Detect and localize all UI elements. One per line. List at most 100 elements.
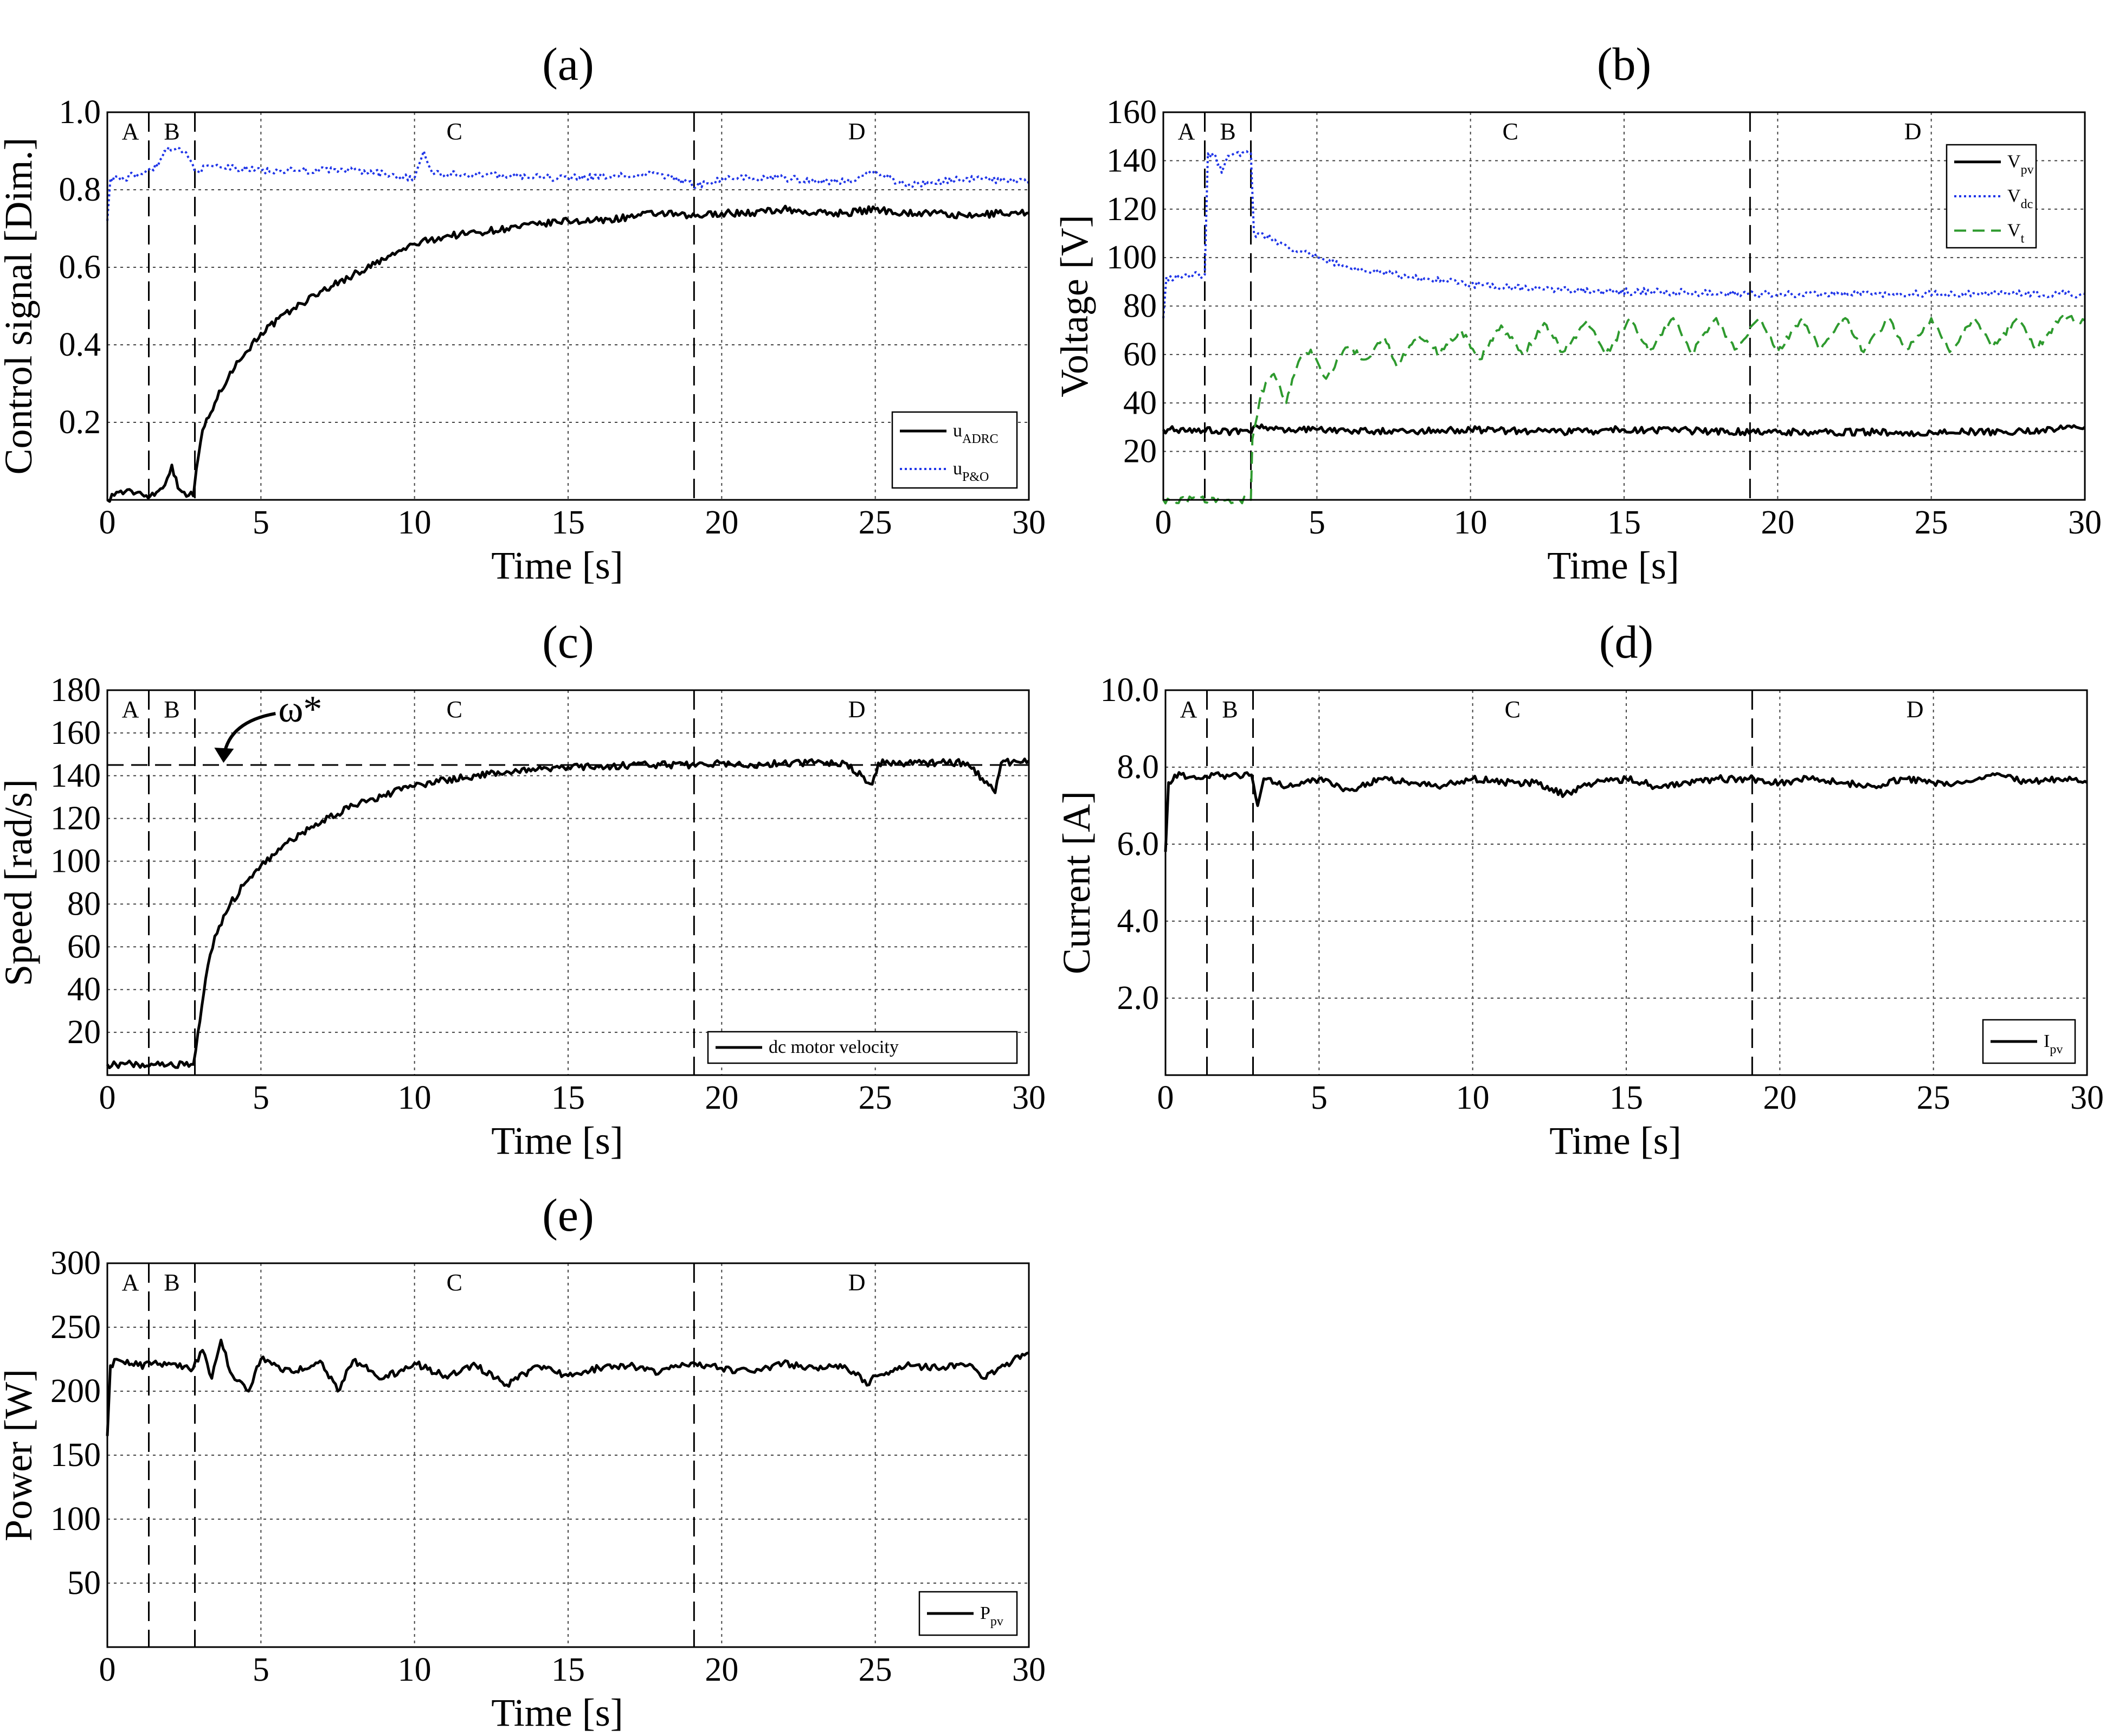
x-tick-label: 30 — [1012, 1079, 1046, 1116]
series-line-2 — [1162, 314, 2086, 505]
x-tick-label: 10 — [1456, 1079, 1490, 1116]
legend: uADRC uP&O — [891, 411, 1018, 489]
y-axis-label: Power [W] — [0, 1369, 40, 1541]
reference-label: ω* — [278, 689, 322, 730]
series-line-0 — [106, 204, 1029, 503]
series-line-1 — [106, 146, 1029, 221]
legend-entry: Ppv — [980, 1603, 1003, 1629]
x-tick-label: 10 — [398, 504, 431, 541]
legend-name: V — [2007, 186, 2021, 206]
x-tick-label: 5 — [1311, 1079, 1328, 1116]
x-tick-label: 20 — [705, 504, 738, 541]
x-axis-label: Time [s] — [1549, 1119, 1681, 1162]
chart-panel-e: (e) 0 5 10 15 20 25 30 50 100 150 200 250 300 A B C D Time… — [0, 1189, 1046, 1734]
x-tick-label: 20 — [705, 1079, 738, 1116]
y-tick-label: 6.0 — [1117, 826, 1160, 863]
x-tick-label: 10 — [398, 1079, 431, 1116]
panel-label: (d) — [1599, 616, 1653, 668]
legend-subscript: dc — [2021, 197, 2033, 211]
y-tick-label: 40 — [1123, 384, 1157, 421]
legend-subscript: ADRC — [962, 432, 999, 446]
y-axis-label: Current [A] — [1055, 791, 1098, 974]
region-label-A: A — [1180, 696, 1197, 723]
y-tick-label: 140 — [1106, 142, 1157, 179]
region-label-D: D — [1907, 696, 1924, 723]
region-label-C: C — [447, 118, 462, 145]
legend-entry: Ipv — [2044, 1031, 2063, 1057]
x-tick-label: 5 — [1309, 504, 1325, 541]
y-tick-label: 80 — [67, 885, 101, 922]
region-label-A: A — [122, 118, 139, 145]
legend-name: u — [953, 459, 962, 479]
legend-subscript: pv — [2050, 1043, 2063, 1057]
y-tick-label: 150 — [50, 1437, 101, 1474]
x-tick-label: 0 — [1157, 1079, 1174, 1116]
legend-name: dc motor velocity — [769, 1037, 899, 1057]
x-tick-label: 20 — [705, 1651, 738, 1688]
plot-frame — [106, 111, 1030, 501]
region-label-C: C — [447, 696, 462, 723]
y-tick-label: 1.0 — [59, 94, 101, 131]
region-label-A: A — [122, 1269, 139, 1296]
panel-label: (a) — [542, 38, 594, 90]
y-tick-label: 80 — [1123, 288, 1157, 325]
plot-frame — [1164, 689, 2088, 1076]
y-tick-label: 10.0 — [1100, 672, 1160, 709]
reference-arrowhead — [214, 748, 234, 763]
y-tick-label: 160 — [1106, 94, 1157, 131]
panel-label: (b) — [1597, 38, 1651, 90]
region-label-A: A — [1178, 118, 1195, 145]
y-tick-label: 200 — [50, 1373, 101, 1410]
y-tick-label: 60 — [1123, 336, 1157, 373]
y-tick-label: 100 — [50, 843, 101, 880]
y-axis-label: Voltage [V] — [1053, 215, 1096, 397]
x-tick-label: 30 — [1012, 1651, 1046, 1688]
region-label-D: D — [848, 1269, 866, 1296]
x-axis-label: Time [s] — [491, 1119, 623, 1162]
legend-entry: uP&O — [953, 459, 989, 484]
chart-panel-a: (a) 0 5 10 15 20 25 30 0.2 0.4 0.6 0.8 1.0 A B C D Time [… — [0, 38, 1046, 587]
legend-subscript: t — [2021, 232, 2025, 246]
x-tick-label: 30 — [2068, 504, 2102, 541]
x-tick-label: 0 — [1155, 504, 1172, 541]
legend: dc motor velocity — [707, 1031, 1018, 1064]
region-label-B: B — [1222, 696, 1238, 723]
legend-subscript: pv — [990, 1615, 1003, 1629]
plot-frame — [106, 689, 1030, 1076]
x-tick-label: 25 — [1917, 1079, 1950, 1116]
region-label-C: C — [1503, 118, 1518, 145]
x-tick-label: 15 — [1607, 504, 1641, 541]
series-line-1 — [1162, 150, 2085, 318]
x-tick-label: 15 — [1609, 1079, 1643, 1116]
legend: Ppv — [918, 1591, 1018, 1636]
y-tick-label: 100 — [50, 1501, 101, 1538]
y-tick-label: 40 — [67, 971, 101, 1008]
chart-panel-c: (c) 0 5 10 15 20 25 30 20 40 60 80 100 120 140 160 180 A B… — [0, 616, 1046, 1162]
y-tick-label: 20 — [67, 1014, 101, 1051]
x-tick-label: 20 — [1763, 1079, 1796, 1116]
y-tick-label: 60 — [67, 928, 101, 965]
series-line-0 — [1164, 771, 2088, 852]
x-tick-label: 10 — [1454, 504, 1487, 541]
y-tick-label: 8.0 — [1117, 749, 1160, 786]
legend-entry: Vdc — [2007, 186, 2033, 211]
y-tick-label: 180 — [50, 672, 101, 709]
y-tick-label: 100 — [1106, 239, 1157, 276]
x-tick-label: 30 — [1012, 504, 1046, 541]
series-line-0 — [106, 1339, 1029, 1436]
plot-frame — [1162, 111, 2086, 501]
legend-subscript: pv — [2021, 163, 2034, 177]
x-tick-label: 10 — [398, 1651, 431, 1688]
y-tick-label: 120 — [50, 800, 101, 837]
region-label-A: A — [122, 696, 139, 723]
y-tick-label: 0.4 — [59, 326, 101, 363]
x-tick-label: 0 — [99, 1651, 116, 1688]
x-tick-label: 5 — [253, 1079, 269, 1116]
legend-name: u — [953, 421, 962, 441]
region-label-D: D — [848, 696, 866, 723]
region-label-B: B — [1220, 118, 1235, 145]
panel-label: (c) — [542, 616, 594, 668]
x-tick-label: 25 — [1915, 504, 1948, 541]
region-label-C: C — [1505, 696, 1521, 723]
